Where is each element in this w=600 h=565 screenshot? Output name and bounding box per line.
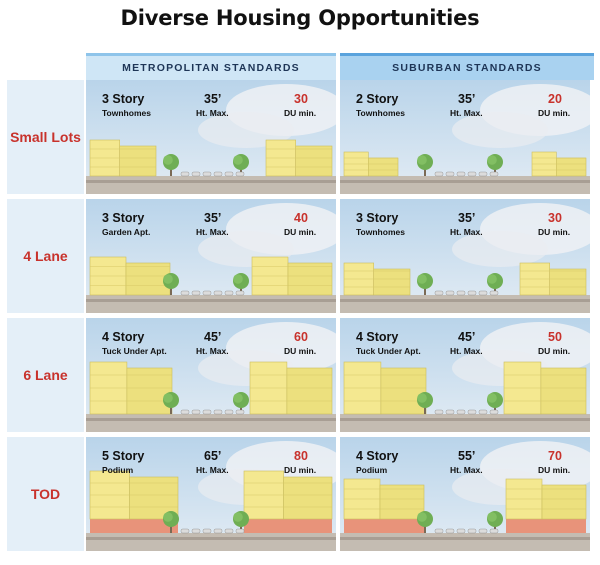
height-max-label: Ht. Max. xyxy=(450,346,483,356)
height-max-label: Ht. Max. xyxy=(196,227,229,237)
du-value: 80 xyxy=(294,449,308,463)
housing-type-label: Townhomes xyxy=(356,227,405,237)
du-value: 40 xyxy=(294,211,308,225)
housing-type-label: Townhomes xyxy=(356,108,405,118)
row-label-4-lane: 4 Lane xyxy=(7,199,84,313)
height-max-label: Ht. Max. xyxy=(196,108,229,118)
height-value: 35’ xyxy=(458,92,476,106)
cell-6-lane-metropolitan: 4 Story Tuck Under Apt. 45’ Ht. Max. 60 … xyxy=(86,318,336,432)
row-label-6-lane: 6 Lane xyxy=(7,318,84,432)
row-label-small-lots: Small Lots xyxy=(7,80,84,194)
du-value: 50 xyxy=(548,330,562,344)
height-value: 45’ xyxy=(458,330,476,344)
height-value: 45’ xyxy=(204,330,222,344)
du-value: 20 xyxy=(548,92,562,106)
cell-4-lane-metropolitan: 3 Story Garden Apt. 35’ Ht. Max. 40 DU m… xyxy=(86,199,336,313)
stories-label: 4 Story xyxy=(356,449,399,463)
stories-label: 3 Story xyxy=(102,92,145,106)
housing-type-label: Garden Apt. xyxy=(102,227,151,237)
housing-type-label: Townhomes xyxy=(102,108,151,118)
housing-type-label: Tuck Under Apt. xyxy=(356,346,421,356)
stories-label: 4 Story xyxy=(356,330,399,344)
stories-label: 2 Story xyxy=(356,92,399,106)
height-max-label: Ht. Max. xyxy=(450,108,483,118)
du-min-label: DU min. xyxy=(538,465,571,475)
column-header-suburban: SUBURBAN STANDARDS xyxy=(340,53,594,80)
height-max-label: Ht. Max. xyxy=(196,465,229,475)
height-value: 35’ xyxy=(458,211,476,225)
cell-tod-suburban: 4 Story Podium 55’ Ht. Max. 70 DU min. xyxy=(340,437,594,551)
height-value: 35’ xyxy=(204,211,222,225)
stories-label: 4 Story xyxy=(102,330,145,344)
du-min-label: DU min. xyxy=(538,346,571,356)
cell-small-lots-suburban: 2 Story Townhomes 35’ Ht. Max. 20 DU min… xyxy=(340,80,594,194)
page-title: Diverse Housing Opportunities xyxy=(120,6,480,30)
column-header-metropolitan: METROPOLITAN STANDARDS xyxy=(86,53,336,80)
height-max-label: Ht. Max. xyxy=(450,465,483,475)
height-max-label: Ht. Max. xyxy=(450,227,483,237)
cell-4-lane-suburban: 3 Story Townhomes 35’ Ht. Max. 30 DU min… xyxy=(340,199,594,313)
height-value: 55’ xyxy=(458,449,476,463)
height-value: 35’ xyxy=(204,92,222,106)
du-value: 30 xyxy=(548,211,562,225)
height-value: 65’ xyxy=(204,449,222,463)
housing-type-label: Tuck Under Apt. xyxy=(102,346,167,356)
du-value: 60 xyxy=(294,330,308,344)
cell-tod-metropolitan: 5 Story Podium 65’ Ht. Max. 80 DU min. xyxy=(86,437,336,551)
du-value: 70 xyxy=(548,449,562,463)
housing-type-label: Podium xyxy=(356,465,388,475)
du-min-label: DU min. xyxy=(284,346,317,356)
du-min-label: DU min. xyxy=(538,227,571,237)
du-min-label: DU min. xyxy=(538,108,571,118)
cell-6-lane-suburban: 4 Story Tuck Under Apt. 45’ Ht. Max. 50 … xyxy=(340,318,594,432)
height-max-label: Ht. Max. xyxy=(196,346,229,356)
housing-type-label: Podium xyxy=(102,465,134,475)
row-label-tod: TOD xyxy=(7,437,84,551)
stories-label: 3 Story xyxy=(356,211,399,225)
stories-label: 5 Story xyxy=(102,449,145,463)
du-min-label: DU min. xyxy=(284,108,317,118)
cell-small-lots-metropolitan: 3 Story Townhomes 35’ Ht. Max. 30 DU min… xyxy=(86,80,336,194)
du-value: 30 xyxy=(294,92,308,106)
du-min-label: DU min. xyxy=(284,227,317,237)
du-min-label: DU min. xyxy=(284,465,317,475)
stories-label: 3 Story xyxy=(102,211,145,225)
